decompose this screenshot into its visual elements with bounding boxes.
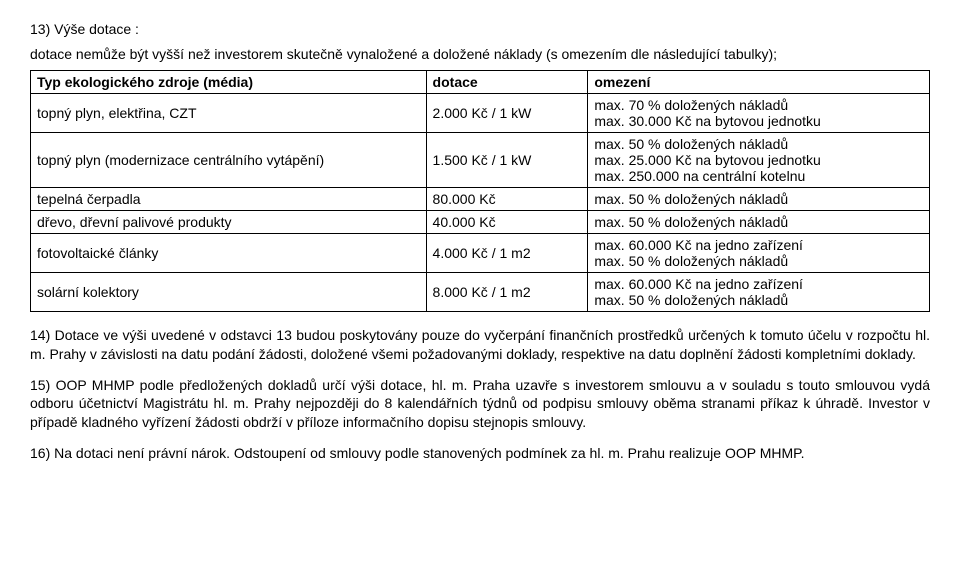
cell-limit: max. 50 % doložených nákladůmax. 25.000 …	[588, 132, 930, 187]
cell-limit: max. 70 % doložených nákladůmax. 30.000 …	[588, 93, 930, 132]
cell-amount: 4.000 Kč / 1 m2	[426, 233, 588, 272]
cell-source: topný plyn (modernizace centrálního vytá…	[31, 132, 427, 187]
table-header-row: Typ ekologického zdroje (média) dotace o…	[31, 70, 930, 93]
header-amount: dotace	[426, 70, 588, 93]
header-limit: omezení	[588, 70, 930, 93]
cell-limit: max. 50 % doložených nákladů	[588, 187, 930, 210]
section-13-intro: dotace nemůže být vyšší než investorem s…	[30, 45, 930, 64]
cell-source: tepelná čerpadla	[31, 187, 427, 210]
cell-amount: 40.000 Kč	[426, 210, 588, 233]
table-row: tepelná čerpadla 80.000 Kč max. 50 % dol…	[31, 187, 930, 210]
table-row: topný plyn, elektřina, CZT 2.000 Kč / 1 …	[31, 93, 930, 132]
cell-source: dřevo, dřevní palivové produkty	[31, 210, 427, 233]
table-row: dřevo, dřevní palivové produkty 40.000 K…	[31, 210, 930, 233]
header-source: Typ ekologického zdroje (média)	[31, 70, 427, 93]
table-row: topný plyn (modernizace centrálního vytá…	[31, 132, 930, 187]
cell-amount: 8.000 Kč / 1 m2	[426, 272, 588, 311]
cell-amount: 1.500 Kč / 1 kW	[426, 132, 588, 187]
section-15: 15) OOP MHMP podle předložených dokladů …	[30, 376, 930, 433]
table-row: fotovoltaické články 4.000 Kč / 1 m2 max…	[31, 233, 930, 272]
subsidy-table: Typ ekologického zdroje (média) dotace o…	[30, 70, 930, 312]
cell-limit: max. 60.000 Kč na jedno zařízenímax. 50 …	[588, 233, 930, 272]
section-16: 16) Na dotaci není právní nárok. Odstoup…	[30, 444, 930, 463]
cell-amount: 2.000 Kč / 1 kW	[426, 93, 588, 132]
cell-limit: max. 60.000 Kč na jedno zařízenímax. 50 …	[588, 272, 930, 311]
cell-source: topný plyn, elektřina, CZT	[31, 93, 427, 132]
cell-source: solární kolektory	[31, 272, 427, 311]
table-row: solární kolektory 8.000 Kč / 1 m2 max. 6…	[31, 272, 930, 311]
section-13-heading: 13) Výše dotace :	[30, 20, 930, 39]
cell-source: fotovoltaické články	[31, 233, 427, 272]
cell-limit: max. 50 % doložených nákladů	[588, 210, 930, 233]
section-14: 14) Dotace ve výši uvedené v odstavci 13…	[30, 326, 930, 364]
cell-amount: 80.000 Kč	[426, 187, 588, 210]
